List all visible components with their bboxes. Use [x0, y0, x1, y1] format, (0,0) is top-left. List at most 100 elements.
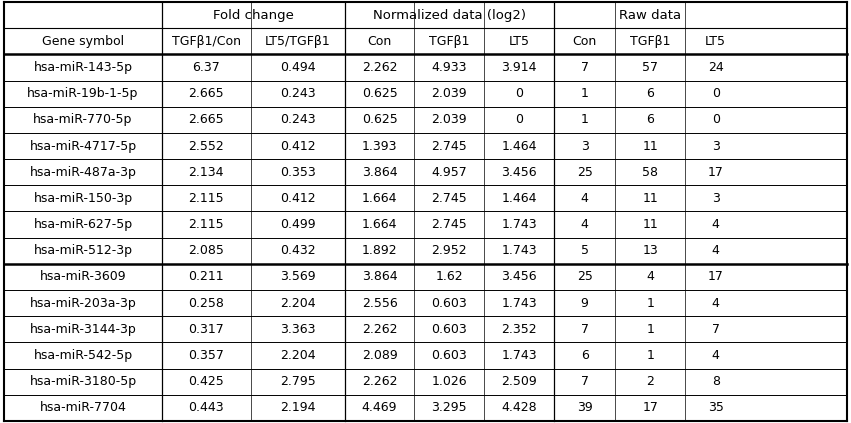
Text: hsa-miR-3180-5p: hsa-miR-3180-5p	[30, 375, 136, 388]
Text: TGFβ1: TGFβ1	[429, 35, 470, 48]
Text: 1.026: 1.026	[431, 375, 467, 388]
Text: 1.743: 1.743	[501, 297, 537, 310]
Text: 2.089: 2.089	[362, 349, 397, 362]
Text: 6: 6	[580, 349, 589, 362]
Text: 0.494: 0.494	[280, 61, 316, 74]
Text: 0.258: 0.258	[188, 297, 225, 310]
Text: 0.603: 0.603	[431, 323, 467, 336]
Text: 1: 1	[646, 297, 654, 310]
Text: 1.664: 1.664	[362, 192, 397, 205]
Text: 2: 2	[646, 375, 654, 388]
Text: 2.262: 2.262	[362, 323, 397, 336]
Text: 0.243: 0.243	[280, 113, 316, 126]
Text: 4.428: 4.428	[501, 401, 537, 414]
Text: 0: 0	[515, 87, 523, 100]
Text: 2.552: 2.552	[188, 140, 225, 153]
Text: hsa-miR-770-5p: hsa-miR-770-5p	[33, 113, 133, 126]
Text: 3.363: 3.363	[280, 323, 316, 336]
Text: 24: 24	[708, 61, 723, 74]
Text: 2.204: 2.204	[280, 297, 316, 310]
Text: hsa-miR-487a-3p: hsa-miR-487a-3p	[30, 166, 136, 179]
Text: 0.317: 0.317	[188, 323, 225, 336]
Text: 7: 7	[580, 61, 589, 74]
Text: 17: 17	[643, 401, 658, 414]
Text: 3.914: 3.914	[501, 61, 537, 74]
Text: 7: 7	[711, 323, 720, 336]
Text: 8: 8	[711, 375, 720, 388]
Text: 1.743: 1.743	[501, 218, 537, 231]
Text: hsa-miR-512-3p: hsa-miR-512-3p	[33, 244, 133, 257]
Text: 0: 0	[711, 87, 720, 100]
Text: 4: 4	[646, 270, 654, 283]
Text: 2.039: 2.039	[431, 87, 467, 100]
Text: 1: 1	[580, 87, 589, 100]
Text: 5: 5	[580, 244, 589, 257]
Text: 1.464: 1.464	[501, 192, 537, 205]
Text: 17: 17	[708, 166, 723, 179]
Text: TGFβ1: TGFβ1	[630, 35, 671, 48]
Text: 7: 7	[580, 375, 589, 388]
Text: hsa-miR-3144-3p: hsa-miR-3144-3p	[30, 323, 136, 336]
Text: Fold change: Fold change	[213, 9, 294, 22]
Text: 0: 0	[515, 113, 523, 126]
Text: 2.262: 2.262	[362, 375, 397, 388]
Text: LT5: LT5	[509, 35, 529, 48]
Text: 1.464: 1.464	[501, 140, 537, 153]
Text: 2.745: 2.745	[431, 218, 467, 231]
Text: 2.085: 2.085	[188, 244, 225, 257]
Text: 2.194: 2.194	[280, 401, 316, 414]
Text: 1.892: 1.892	[362, 244, 397, 257]
Text: 3: 3	[711, 192, 720, 205]
Text: 2.509: 2.509	[501, 375, 537, 388]
Text: 11: 11	[643, 192, 658, 205]
Text: 7: 7	[580, 323, 589, 336]
Text: 2.115: 2.115	[189, 192, 224, 205]
Text: 2.115: 2.115	[189, 218, 224, 231]
Text: hsa-miR-19b-1-5p: hsa-miR-19b-1-5p	[27, 87, 139, 100]
Text: 6: 6	[646, 87, 654, 100]
Text: 2.556: 2.556	[362, 297, 397, 310]
Text: hsa-miR-542-5p: hsa-miR-542-5p	[33, 349, 133, 362]
Text: 17: 17	[708, 270, 723, 283]
Text: 13: 13	[643, 244, 658, 257]
Text: 0.603: 0.603	[431, 297, 467, 310]
Text: 9: 9	[580, 297, 589, 310]
Text: 4: 4	[711, 297, 720, 310]
Text: 3.864: 3.864	[362, 166, 397, 179]
Text: 2.134: 2.134	[189, 166, 224, 179]
Text: hsa-miR-150-3p: hsa-miR-150-3p	[33, 192, 133, 205]
Text: 2.795: 2.795	[280, 375, 316, 388]
Text: 0.499: 0.499	[280, 218, 316, 231]
Text: Con: Con	[573, 35, 597, 48]
Text: 4: 4	[580, 192, 589, 205]
Text: 2.952: 2.952	[431, 244, 467, 257]
Text: 0.243: 0.243	[280, 87, 316, 100]
Text: LT5/TGFβ1: LT5/TGFβ1	[265, 35, 331, 48]
Text: 1.743: 1.743	[501, 244, 537, 257]
Text: 0.625: 0.625	[362, 87, 397, 100]
Text: 0.603: 0.603	[431, 349, 467, 362]
Text: 4.957: 4.957	[431, 166, 467, 179]
Text: 11: 11	[643, 218, 658, 231]
Text: 3.456: 3.456	[501, 270, 537, 283]
Text: 1.393: 1.393	[362, 140, 397, 153]
Text: 3.456: 3.456	[501, 166, 537, 179]
Text: 4: 4	[711, 244, 720, 257]
Text: 0.211: 0.211	[189, 270, 224, 283]
Text: 3.864: 3.864	[362, 270, 397, 283]
Text: hsa-miR-143-5p: hsa-miR-143-5p	[33, 61, 133, 74]
Text: 3: 3	[711, 140, 720, 153]
Text: 4.933: 4.933	[431, 61, 467, 74]
Text: 1.743: 1.743	[501, 349, 537, 362]
Text: hsa-miR-4717-5p: hsa-miR-4717-5p	[30, 140, 136, 153]
Text: 0.353: 0.353	[280, 166, 316, 179]
Text: 11: 11	[643, 140, 658, 153]
Text: 1: 1	[646, 349, 654, 362]
Text: 2.745: 2.745	[431, 192, 467, 205]
Text: 4: 4	[580, 218, 589, 231]
Text: 3.295: 3.295	[431, 401, 467, 414]
Text: 4: 4	[711, 218, 720, 231]
Text: 1: 1	[646, 323, 654, 336]
Text: 1.62: 1.62	[436, 270, 463, 283]
Text: 6: 6	[646, 113, 654, 126]
